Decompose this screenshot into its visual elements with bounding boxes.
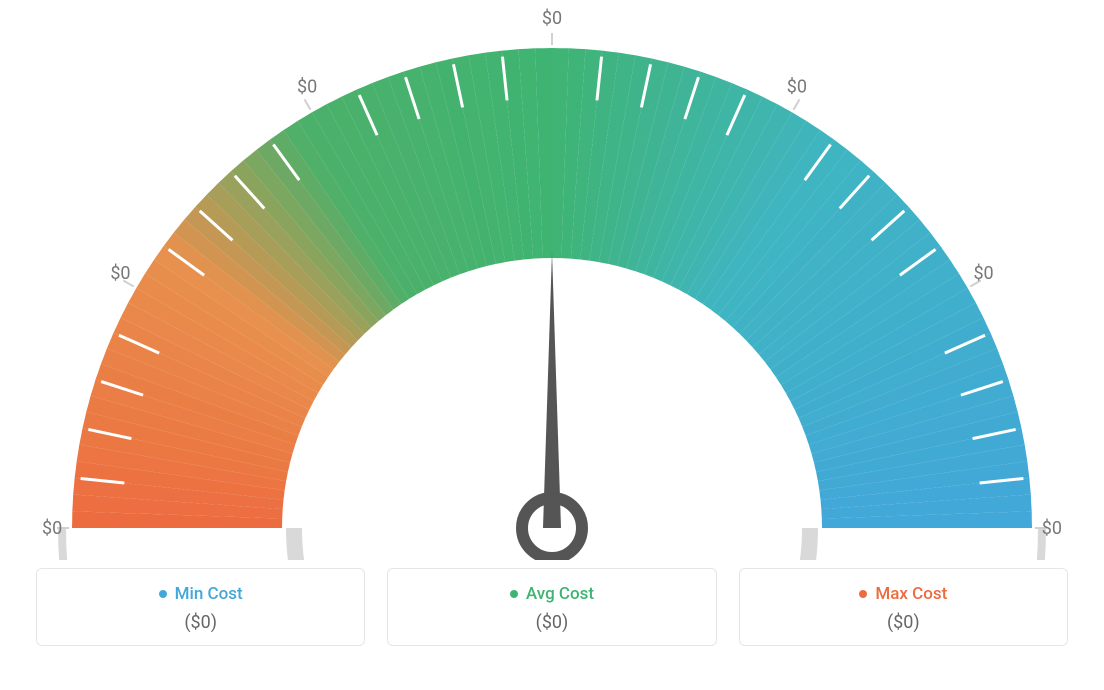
legend-value-min: ($0) <box>37 612 364 633</box>
legend-dot-max <box>859 590 867 598</box>
legend-title-max: Max Cost <box>859 584 947 604</box>
legend-row: Min Cost ($0) Avg Cost ($0) Max Cost ($0… <box>0 568 1104 646</box>
gauge-major-tick <box>305 99 311 109</box>
gauge-tick-label: $0 <box>787 76 807 97</box>
gauge-tick-label: $0 <box>110 263 130 284</box>
legend-label-avg: Avg Cost <box>526 584 594 604</box>
legend-title-min: Min Cost <box>159 584 243 604</box>
gauge-tick-label: $0 <box>42 518 62 539</box>
gauge-tick-label: $0 <box>1042 518 1062 539</box>
legend-value-max: ($0) <box>740 612 1067 633</box>
legend-title-avg: Avg Cost <box>510 584 594 604</box>
legend-label-min: Min Cost <box>175 584 243 604</box>
legend-card-max: Max Cost ($0) <box>739 568 1068 646</box>
gauge-major-tick <box>794 99 800 109</box>
legend-value-avg: ($0) <box>388 612 715 633</box>
legend-dot-avg <box>510 590 518 598</box>
gauge-needle <box>543 252 561 528</box>
legend-dot-min <box>159 590 167 598</box>
gauge-tick-label: $0 <box>973 263 993 284</box>
legend-label-max: Max Cost <box>875 584 947 604</box>
gauge-tick-label: $0 <box>297 76 317 97</box>
gauge-chart: $0 $0 $0 $0 $0 $0 $0 <box>0 0 1104 560</box>
legend-card-avg: Avg Cost ($0) <box>387 568 716 646</box>
gauge-svg: $0 $0 $0 $0 $0 $0 $0 <box>0 0 1104 560</box>
legend-card-min: Min Cost ($0) <box>36 568 365 646</box>
gauge-tick-label: $0 <box>542 8 562 29</box>
